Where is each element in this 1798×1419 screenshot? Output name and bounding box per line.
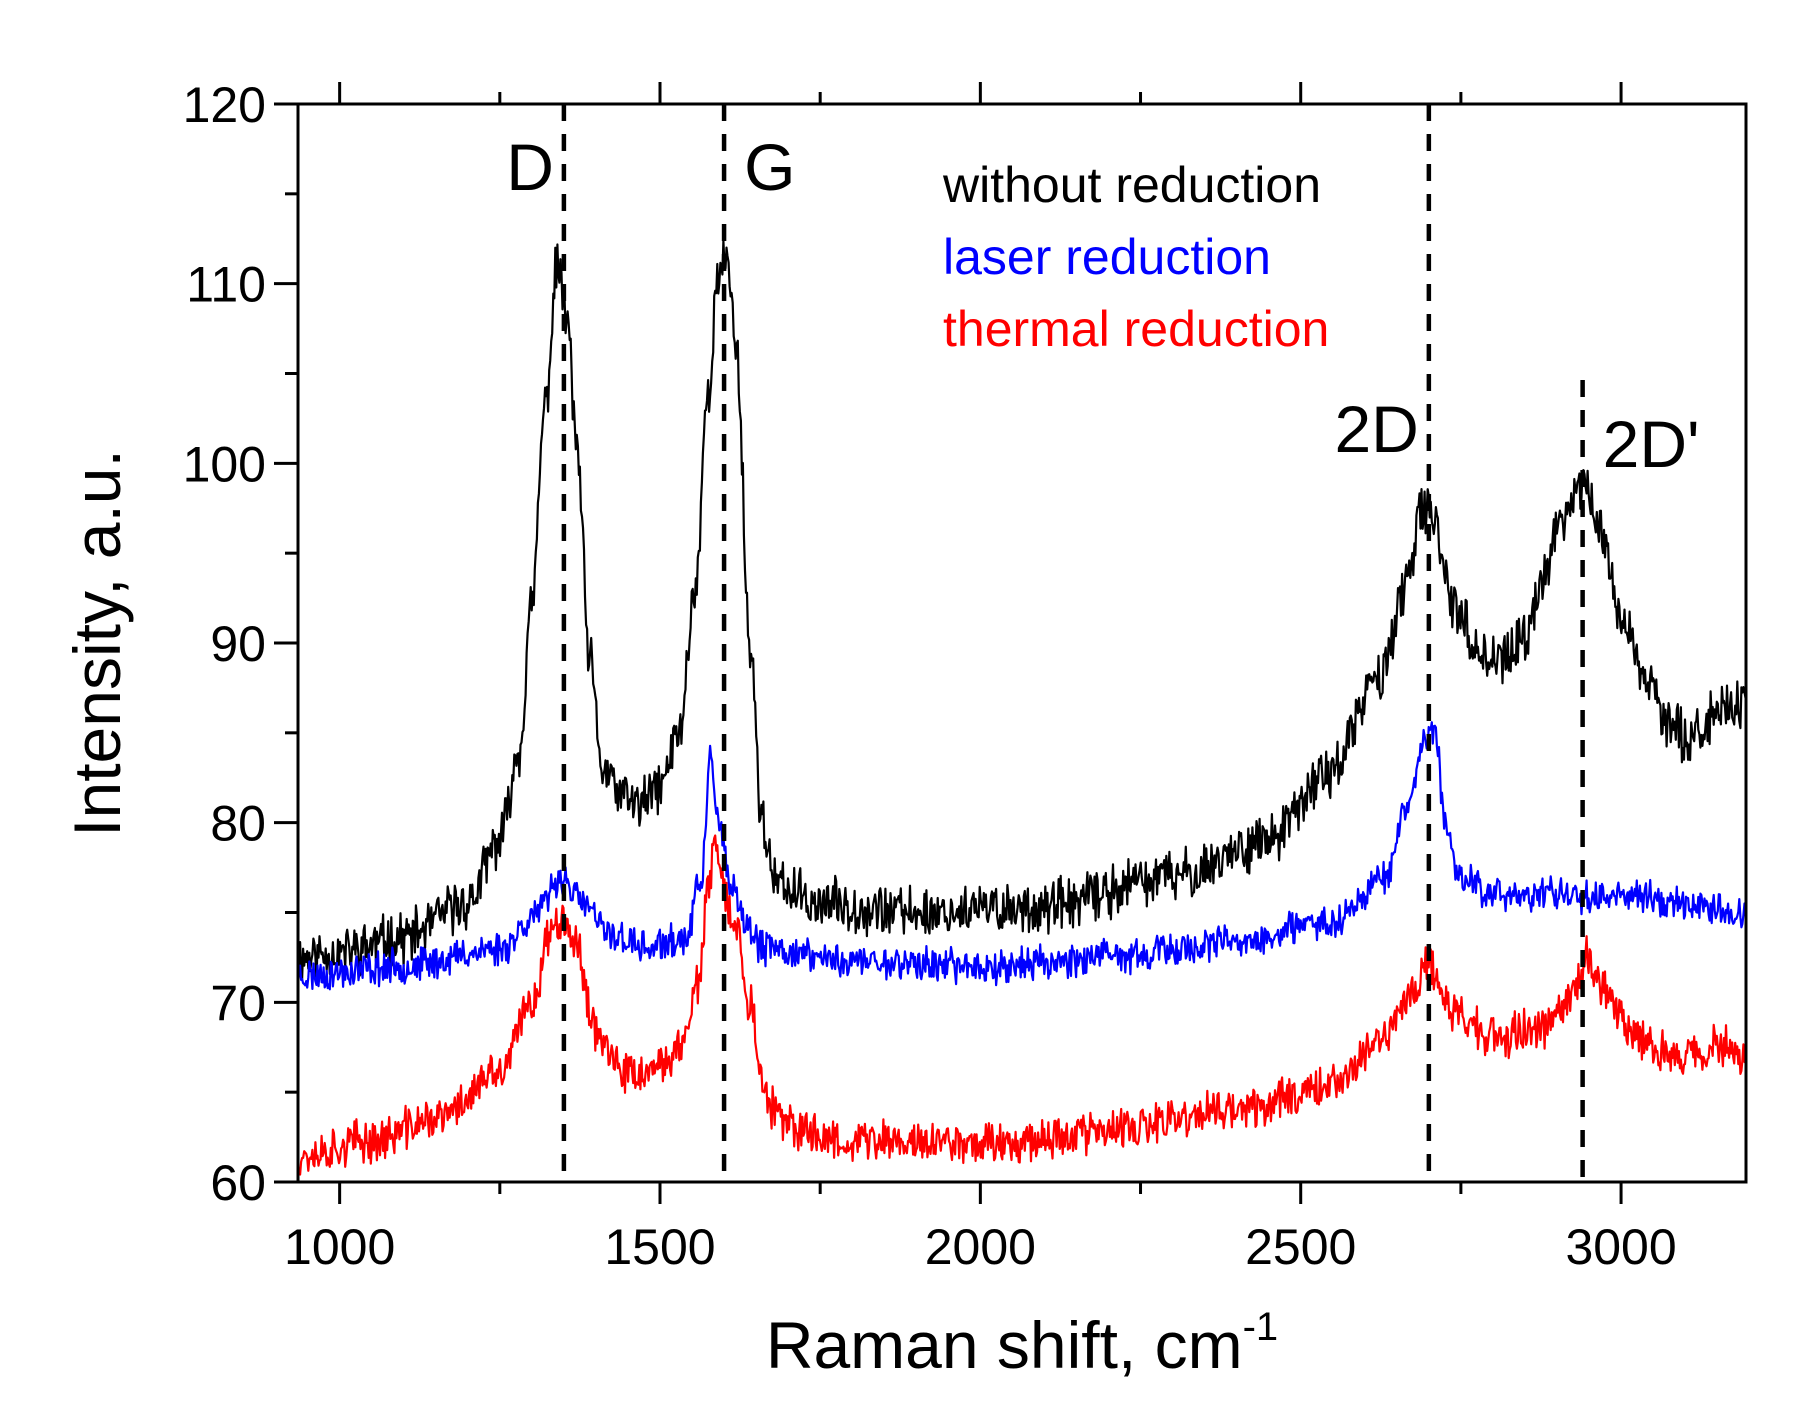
y-tick-label: 90	[210, 616, 266, 672]
tick-labels: 1000 1500 2000 2500 3000 60 70 80 90 100 110 120 D G 2…	[183, 77, 1700, 1275]
plot-frame	[296, 102, 1748, 1184]
x-axis-title: Raman shift, cm-1	[766, 1305, 1278, 1382]
peak-label-D: D	[506, 130, 554, 204]
x-tick-label: 2500	[1245, 1219, 1356, 1275]
data-series	[296, 239, 1747, 1176]
x-tick-label: 1500	[604, 1219, 715, 1275]
peak-label-G: G	[744, 130, 795, 204]
legend-entry-without-reduction: without reduction	[942, 157, 1321, 213]
y-tick-label: 70	[210, 975, 266, 1031]
series-line-laser-reduction	[296, 721, 1747, 991]
y-axis-title: Intensity, a.u.	[60, 449, 134, 837]
x-tick-label: 1000	[284, 1219, 395, 1275]
legend: without reduction laser reduction thermal …	[942, 157, 1329, 357]
reference-lines	[561, 104, 1585, 1182]
y-tick-label: 120	[183, 77, 266, 133]
peak-label-2D: 2D	[1334, 392, 1418, 466]
legend-entry-thermal-reduction: thermal reduction	[943, 301, 1329, 357]
y-tick-label: 100	[183, 436, 266, 492]
y-tick-label: 60	[210, 1155, 266, 1211]
y-tick-label: 110	[186, 257, 266, 313]
x-tick-label: 2000	[925, 1219, 1036, 1275]
peak-label-2Dprime: 2D'	[1603, 407, 1700, 481]
series-line-without-reduction	[297, 239, 1747, 982]
y-tick-label: 80	[210, 796, 266, 852]
legend-entry-laser-reduction: laser reduction	[943, 229, 1271, 285]
axis-ticks	[274, 82, 1623, 1204]
series-line-thermal-reduction	[296, 834, 1746, 1176]
x-tick-label: 3000	[1565, 1219, 1676, 1275]
